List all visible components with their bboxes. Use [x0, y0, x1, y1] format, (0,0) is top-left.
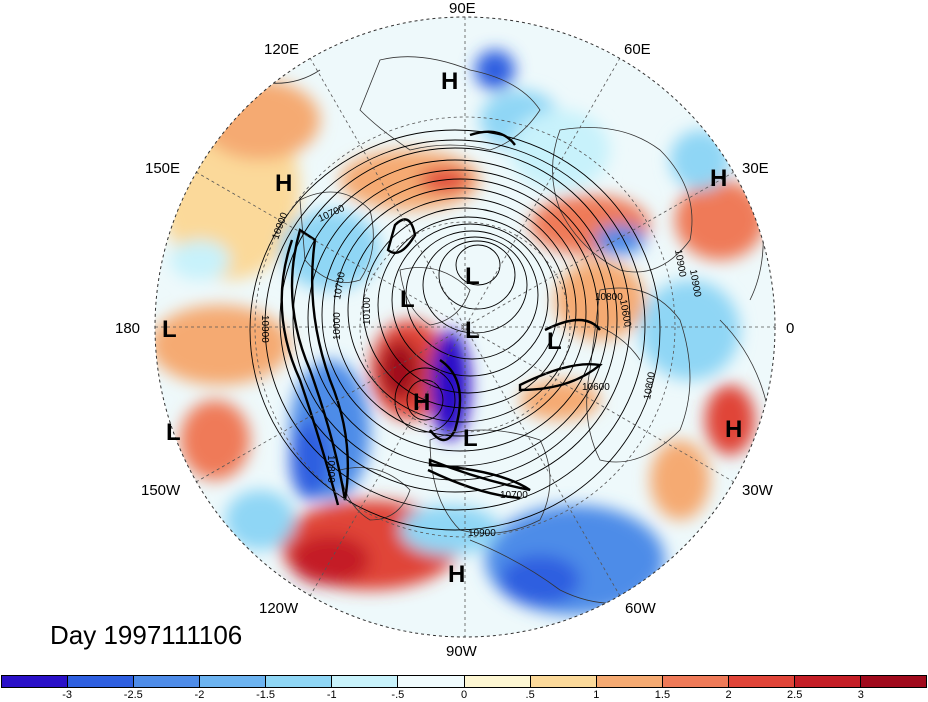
contour-label: 10800 — [325, 455, 336, 483]
colorbar-label: 0 — [460, 689, 468, 701]
contour-label: 10800 — [642, 371, 658, 401]
low-center-marker: L — [547, 328, 562, 355]
contour-labels: 10900 10700 10900 10800 10600 10900 1060… — [259, 203, 703, 539]
colorbar-box — [68, 676, 135, 687]
low-center-marker: L — [465, 317, 480, 344]
contour-label: 10700 — [332, 271, 348, 301]
colorbar-box — [2, 676, 69, 687]
lon-label-30w: 30W — [742, 482, 773, 499]
colorbar-box — [464, 676, 531, 687]
colorbar-label: .5 — [525, 689, 535, 701]
contour-label: 10600 — [617, 299, 633, 329]
colorbar-label: 2.5 — [787, 689, 803, 701]
high-center-marker: H — [725, 416, 742, 443]
low-center-marker: L — [463, 425, 478, 452]
colorbar-label: -3 — [62, 689, 73, 701]
lon-label-120w: 120W — [259, 600, 299, 617]
height-contours — [249, 129, 661, 531]
colorbar-label: 3 — [857, 689, 864, 701]
high-center-marker: H — [441, 68, 458, 95]
contour-label: 10900 — [468, 528, 496, 539]
contour-label: 10600 — [582, 382, 610, 393]
lon-label-30e: 30E — [742, 160, 769, 177]
colorbar-label: -1 — [326, 689, 337, 701]
contour-label: 10000 — [332, 312, 343, 340]
lon-label-60w: 60W — [625, 600, 656, 617]
low-center-marker: L — [465, 263, 480, 290]
colorbar-box — [332, 676, 399, 687]
colorbar-label: -2 — [194, 689, 205, 701]
lon-label-150e: 150E — [145, 160, 181, 177]
pressure-centers: H H H L L L L L L H L H H — [162, 68, 742, 588]
contour-label: 10900 — [259, 315, 270, 343]
colorbar-box — [861, 676, 927, 687]
high-center-marker: H — [710, 165, 727, 192]
colorbar — [1, 675, 927, 688]
colorbar-box — [398, 676, 465, 687]
lon-label-90w: 90W — [446, 643, 477, 660]
colorbar-box — [662, 676, 729, 687]
colorbar-box — [596, 676, 663, 687]
colorbar-label: -1.5 — [256, 689, 276, 701]
contour-label: 10800 — [595, 292, 623, 303]
contour-label: 10900 — [687, 269, 703, 299]
colorbar-box — [728, 676, 795, 687]
lon-label-120e: 120E — [264, 41, 300, 58]
low-center-marker: L — [400, 286, 415, 313]
colorbar-box — [134, 676, 201, 687]
lon-label-90e: 90E — [449, 0, 476, 17]
colorbar-label: 2 — [725, 689, 732, 701]
day-title: Day 1997111106 — [50, 620, 243, 650]
colorbar-label: -.5 — [391, 689, 405, 701]
contour-label: 10100 — [362, 297, 373, 325]
colorbar-label: -2.5 — [123, 689, 143, 701]
map-boundary — [154, 16, 776, 638]
colorbar-box — [200, 676, 267, 687]
low-center-marker: L — [162, 316, 177, 343]
colorbar-label: 1 — [593, 689, 600, 701]
high-center-marker: H — [275, 170, 292, 197]
colorbar-box — [266, 676, 333, 687]
anomaly-field — [155, 17, 775, 637]
high-center-marker: H — [448, 561, 465, 588]
high-center-marker: H — [413, 389, 430, 416]
lon-label-0: 0 — [786, 320, 795, 337]
colorbar-box — [794, 676, 862, 687]
contour-label: 10900 — [672, 249, 688, 279]
colorbar-label: 1.5 — [654, 689, 671, 701]
contour-label: 10700 — [500, 490, 528, 501]
colorbar-box — [530, 676, 597, 687]
lon-label-60e: 60E — [624, 41, 651, 58]
lon-label-150w: 150W — [141, 482, 181, 499]
graticule — [155, 17, 775, 637]
lon-label-180: 180 — [115, 320, 141, 337]
low-center-marker: L — [166, 419, 181, 446]
